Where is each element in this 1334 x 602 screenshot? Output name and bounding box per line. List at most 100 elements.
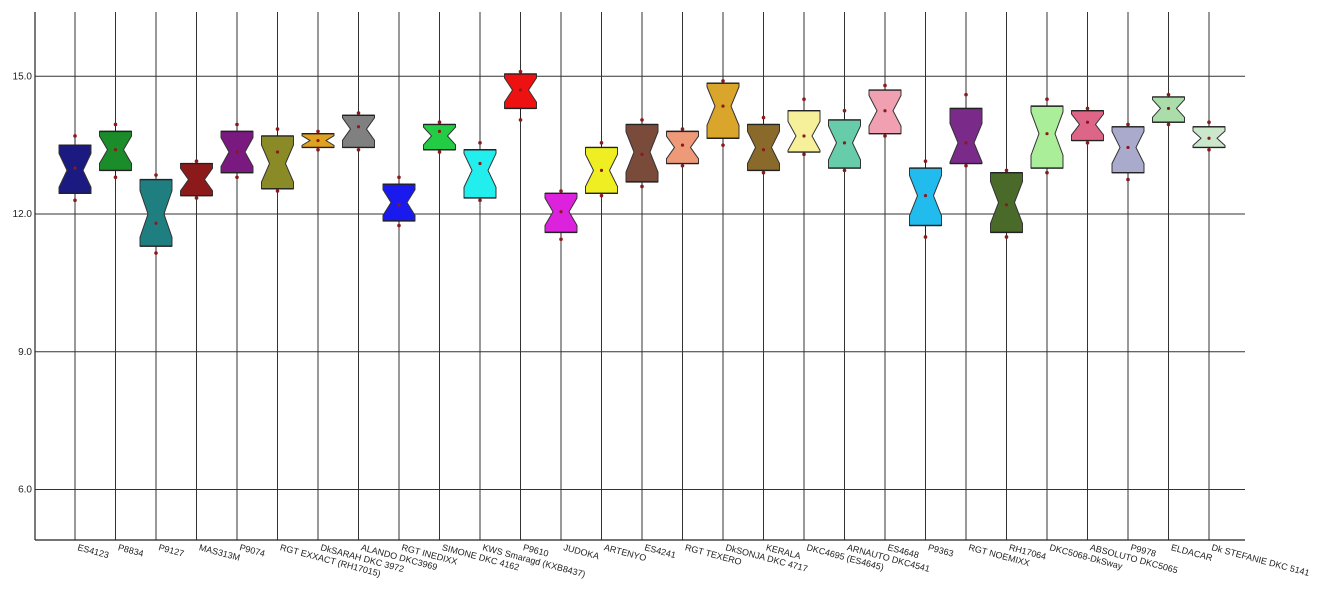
whisker-cap-min bbox=[154, 251, 158, 255]
box-group bbox=[828, 108, 861, 173]
x-tick-label: P8834 bbox=[117, 542, 145, 558]
x-tick-label: P9363 bbox=[927, 542, 955, 558]
x-tick-label: Dk STEFANIE DKC 5141 bbox=[1210, 542, 1310, 578]
mean-marker bbox=[640, 152, 644, 156]
whisker-cap-min bbox=[842, 168, 847, 173]
mean-marker bbox=[437, 129, 442, 133]
whisker-cap-max bbox=[73, 134, 77, 138]
whisker-cap-min bbox=[356, 147, 361, 152]
notched-box bbox=[423, 123, 456, 151]
box-group bbox=[423, 120, 456, 154]
whisker-cap-min bbox=[1004, 235, 1009, 239]
notched-box bbox=[342, 114, 375, 148]
mean-marker bbox=[154, 221, 158, 225]
notched-box bbox=[1111, 126, 1145, 174]
mean-marker bbox=[680, 143, 685, 147]
box-group bbox=[706, 79, 740, 147]
whisker-cap-max bbox=[559, 189, 563, 193]
whisker-cap-min bbox=[1126, 177, 1130, 182]
notched-box bbox=[949, 107, 983, 165]
whisker-cap-min bbox=[761, 170, 766, 175]
whisker-cap-max bbox=[1004, 168, 1009, 173]
whisker-cap-max bbox=[154, 173, 158, 177]
notched-box bbox=[706, 82, 740, 139]
box-group bbox=[463, 141, 497, 203]
mean-marker bbox=[1166, 106, 1171, 111]
mean-marker bbox=[1085, 120, 1090, 124]
mean-marker bbox=[518, 88, 523, 92]
box-group bbox=[1030, 97, 1064, 175]
whisker-cap-min bbox=[397, 223, 401, 228]
whisker-cap-max bbox=[761, 115, 766, 120]
mean-marker bbox=[194, 177, 199, 182]
x-tick-label: P9127 bbox=[157, 542, 185, 558]
whisker-cap-max bbox=[316, 129, 320, 134]
y-tick-label: 12.0 bbox=[13, 209, 33, 220]
whisker-cap-min bbox=[1166, 122, 1171, 127]
grid bbox=[35, 12, 1245, 540]
box-group bbox=[180, 159, 213, 200]
whisker-cap-min bbox=[113, 175, 118, 180]
notched-box bbox=[666, 130, 699, 165]
whisker-cap-max bbox=[1126, 122, 1130, 127]
boxes bbox=[58, 69, 1226, 255]
mean-marker bbox=[559, 210, 563, 214]
box-group bbox=[139, 173, 173, 255]
y-tick-label: 15.0 bbox=[13, 71, 33, 82]
mean-marker bbox=[761, 148, 766, 152]
whisker-cap-max bbox=[883, 83, 887, 88]
whisker-cap-max bbox=[194, 159, 199, 164]
whisker-cap-max bbox=[518, 69, 523, 74]
whisker-cap-max bbox=[640, 118, 644, 122]
whisker-cap-max bbox=[1085, 106, 1090, 111]
box-group bbox=[504, 69, 537, 122]
mean-marker bbox=[802, 134, 806, 138]
x-tick-label: MAS313M bbox=[198, 542, 241, 563]
box-group bbox=[342, 111, 375, 152]
box-group bbox=[544, 189, 578, 242]
whisker-cap-min bbox=[1045, 170, 1049, 175]
box-group bbox=[382, 175, 416, 228]
whisker-cap-min bbox=[73, 198, 77, 203]
whisker-cap-max bbox=[1045, 97, 1049, 102]
mean-marker bbox=[1126, 145, 1130, 150]
whisker-cap-max bbox=[680, 127, 685, 131]
whisker-cap-max bbox=[923, 159, 928, 164]
box-group bbox=[625, 118, 659, 189]
whisker-cap-max bbox=[437, 120, 442, 124]
whisker-cap-min bbox=[721, 143, 725, 147]
notched-box bbox=[382, 183, 416, 222]
mean-marker bbox=[883, 109, 887, 113]
box-group bbox=[585, 141, 618, 198]
notched-box bbox=[139, 179, 173, 247]
whisker-cap-min bbox=[437, 150, 442, 154]
box-group bbox=[949, 92, 983, 168]
mean-marker bbox=[478, 161, 482, 166]
box-group bbox=[1152, 92, 1185, 127]
whisker-cap-max bbox=[235, 122, 239, 127]
x-tick-label: ES4241 bbox=[643, 542, 677, 560]
whisker-cap-min bbox=[964, 164, 968, 168]
whisker-cap-min bbox=[1085, 141, 1090, 145]
whisker-cap-max bbox=[1166, 92, 1171, 97]
notched-box bbox=[787, 110, 821, 153]
mean-marker bbox=[1004, 203, 1009, 207]
box-group bbox=[747, 115, 780, 175]
whisker-cap-min bbox=[518, 118, 523, 122]
axes bbox=[34, 12, 1245, 541]
x-tick-label: JUDOKA bbox=[562, 542, 600, 561]
whisker-cap-max bbox=[802, 97, 806, 102]
notched-box bbox=[463, 149, 497, 199]
whisker-cap-max bbox=[356, 111, 361, 115]
box-group bbox=[301, 129, 335, 152]
mean-marker bbox=[316, 138, 320, 143]
mean-marker bbox=[923, 194, 928, 198]
whisker-cap-min bbox=[235, 175, 239, 180]
box-group bbox=[909, 159, 942, 239]
whisker-cap-min bbox=[194, 196, 199, 200]
notched-box bbox=[1030, 105, 1064, 169]
whisker-cap-max bbox=[721, 79, 725, 83]
box-group bbox=[99, 122, 132, 180]
